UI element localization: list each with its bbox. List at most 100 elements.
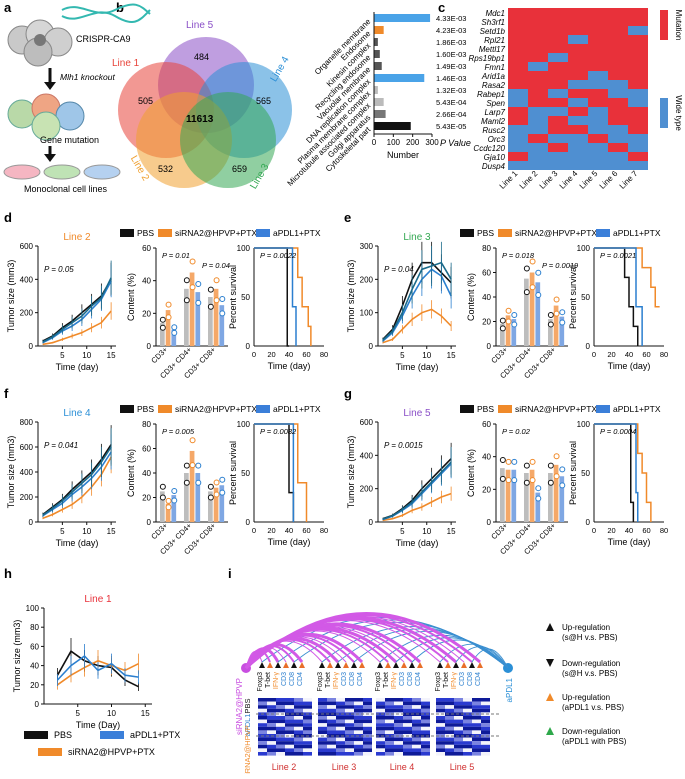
- gene-label: Rpl21: [484, 36, 505, 45]
- gene-label: Ccdc120: [473, 144, 505, 153]
- series-line: [42, 310, 112, 346]
- data-point: [165, 504, 172, 511]
- heatmap-cell: [354, 705, 363, 709]
- venn-count: 565: [256, 96, 271, 106]
- gene-label: Setd1b: [480, 27, 506, 36]
- heatmap-cell: [285, 719, 294, 724]
- panel-letter-g: g: [344, 386, 352, 401]
- venn-label-line4: Line 4: [269, 54, 292, 83]
- tick-label: 15: [107, 351, 116, 360]
- heatmap-cell: [463, 741, 472, 745]
- heatmap-cell: [568, 26, 588, 35]
- heatmap-cell: [454, 723, 463, 727]
- legend-label: (s@H v.s. PBS): [562, 669, 618, 678]
- heatmap-cell: [412, 716, 421, 720]
- data-point: [505, 318, 512, 325]
- tick-label: 600: [20, 443, 34, 452]
- data-point: [159, 483, 166, 490]
- gene-label: Rabep1: [477, 90, 505, 99]
- heatmap-cell: [472, 730, 481, 734]
- data-point: [219, 296, 226, 303]
- heatmap-cell: [318, 716, 327, 720]
- bar: [195, 473, 201, 522]
- gene-label: T-bet: [265, 672, 272, 688]
- heatmap-cell: [394, 698, 403, 702]
- heatmap-cell: [276, 741, 285, 745]
- data-point: [529, 258, 536, 265]
- tick-label: 60: [642, 350, 650, 359]
- heatmap-cell: [345, 723, 354, 727]
- heatmap-cell: [548, 116, 568, 125]
- heatmap-cell: [267, 744, 276, 749]
- heatmap-cell: [548, 35, 568, 44]
- bar: [189, 450, 195, 522]
- survival-curve: [594, 423, 652, 522]
- heatmap-cell: [294, 708, 303, 713]
- heatmap-cell: [318, 748, 327, 752]
- data-point: [535, 269, 542, 276]
- series-line: [382, 461, 452, 520]
- series-line: [42, 456, 112, 519]
- heatmap-cell: [508, 8, 528, 17]
- heatmap-cell: [345, 730, 354, 734]
- heatmap-cell: [568, 125, 588, 134]
- p-value-label: P = 0.0021: [600, 251, 636, 260]
- heatmap-cell: [436, 748, 445, 752]
- gene-label: CD8: [349, 672, 356, 686]
- x-axis-title: Time (day): [396, 362, 439, 372]
- heatmap-cell: [336, 737, 345, 742]
- heatmap-cell: [376, 716, 385, 720]
- heatmap-cell: [336, 708, 345, 713]
- heatmap-cell: [548, 80, 568, 89]
- heatmap-cell: [508, 134, 528, 143]
- data-point: [171, 488, 178, 495]
- bar: [195, 292, 201, 346]
- heatmap-cell: [568, 35, 588, 44]
- heatmap-cell: [548, 125, 568, 134]
- heatmap-cell: [588, 125, 608, 134]
- regulation-arc: [244, 612, 481, 670]
- tick-label: 20: [607, 350, 615, 359]
- row-label: aPDL1: [243, 714, 252, 737]
- y-axis-title: Content (%): [466, 273, 476, 321]
- heatmap-cell: [303, 723, 312, 727]
- heatmap-cell: [628, 89, 648, 98]
- heatmap-cell: [303, 698, 312, 702]
- heatmap-cell: [354, 716, 363, 720]
- heatmap-cell: [463, 730, 472, 734]
- regulation-triangle: [469, 662, 475, 668]
- data-point: [159, 316, 166, 323]
- tick-label: 0: [147, 518, 152, 527]
- tick-label: 50: [581, 469, 590, 478]
- heatmap-cell: [327, 708, 336, 713]
- heatmap-cell: [445, 723, 454, 727]
- heatmap-cell: [285, 701, 294, 706]
- heatmap-cell: [385, 752, 394, 756]
- heatmap-cell: [568, 107, 588, 116]
- heatmap-cell: [354, 730, 363, 734]
- pvalue-label: 4.33E-03: [436, 14, 466, 23]
- tick-label: 400: [20, 275, 34, 284]
- data-point: [559, 309, 566, 316]
- series-line: [382, 308, 452, 344]
- heatmap-cell: [285, 748, 294, 752]
- arrow-head-icon: [44, 82, 56, 90]
- heatmap-cell: [588, 89, 608, 98]
- tick-label: 400: [360, 451, 374, 460]
- heatmap-cell: [385, 708, 394, 713]
- heatmap-cell: [285, 708, 294, 713]
- regulation-triangle: [359, 662, 365, 668]
- tick-label: 60: [642, 526, 650, 535]
- heatmap-cell: [588, 35, 608, 44]
- arrow-head-icon: [44, 154, 56, 162]
- bar: [511, 469, 517, 522]
- legend-label: aPDL1+PTX: [273, 404, 321, 414]
- heatmap-cell: [354, 737, 363, 742]
- heatmap-cell: [628, 152, 648, 161]
- y-axis-title: Percent survival: [228, 265, 238, 329]
- heatmap-cell: [412, 726, 421, 731]
- heatmap-cell: [463, 719, 472, 724]
- p-value-label: P = 0.0004: [600, 427, 636, 436]
- series-line: [382, 268, 452, 342]
